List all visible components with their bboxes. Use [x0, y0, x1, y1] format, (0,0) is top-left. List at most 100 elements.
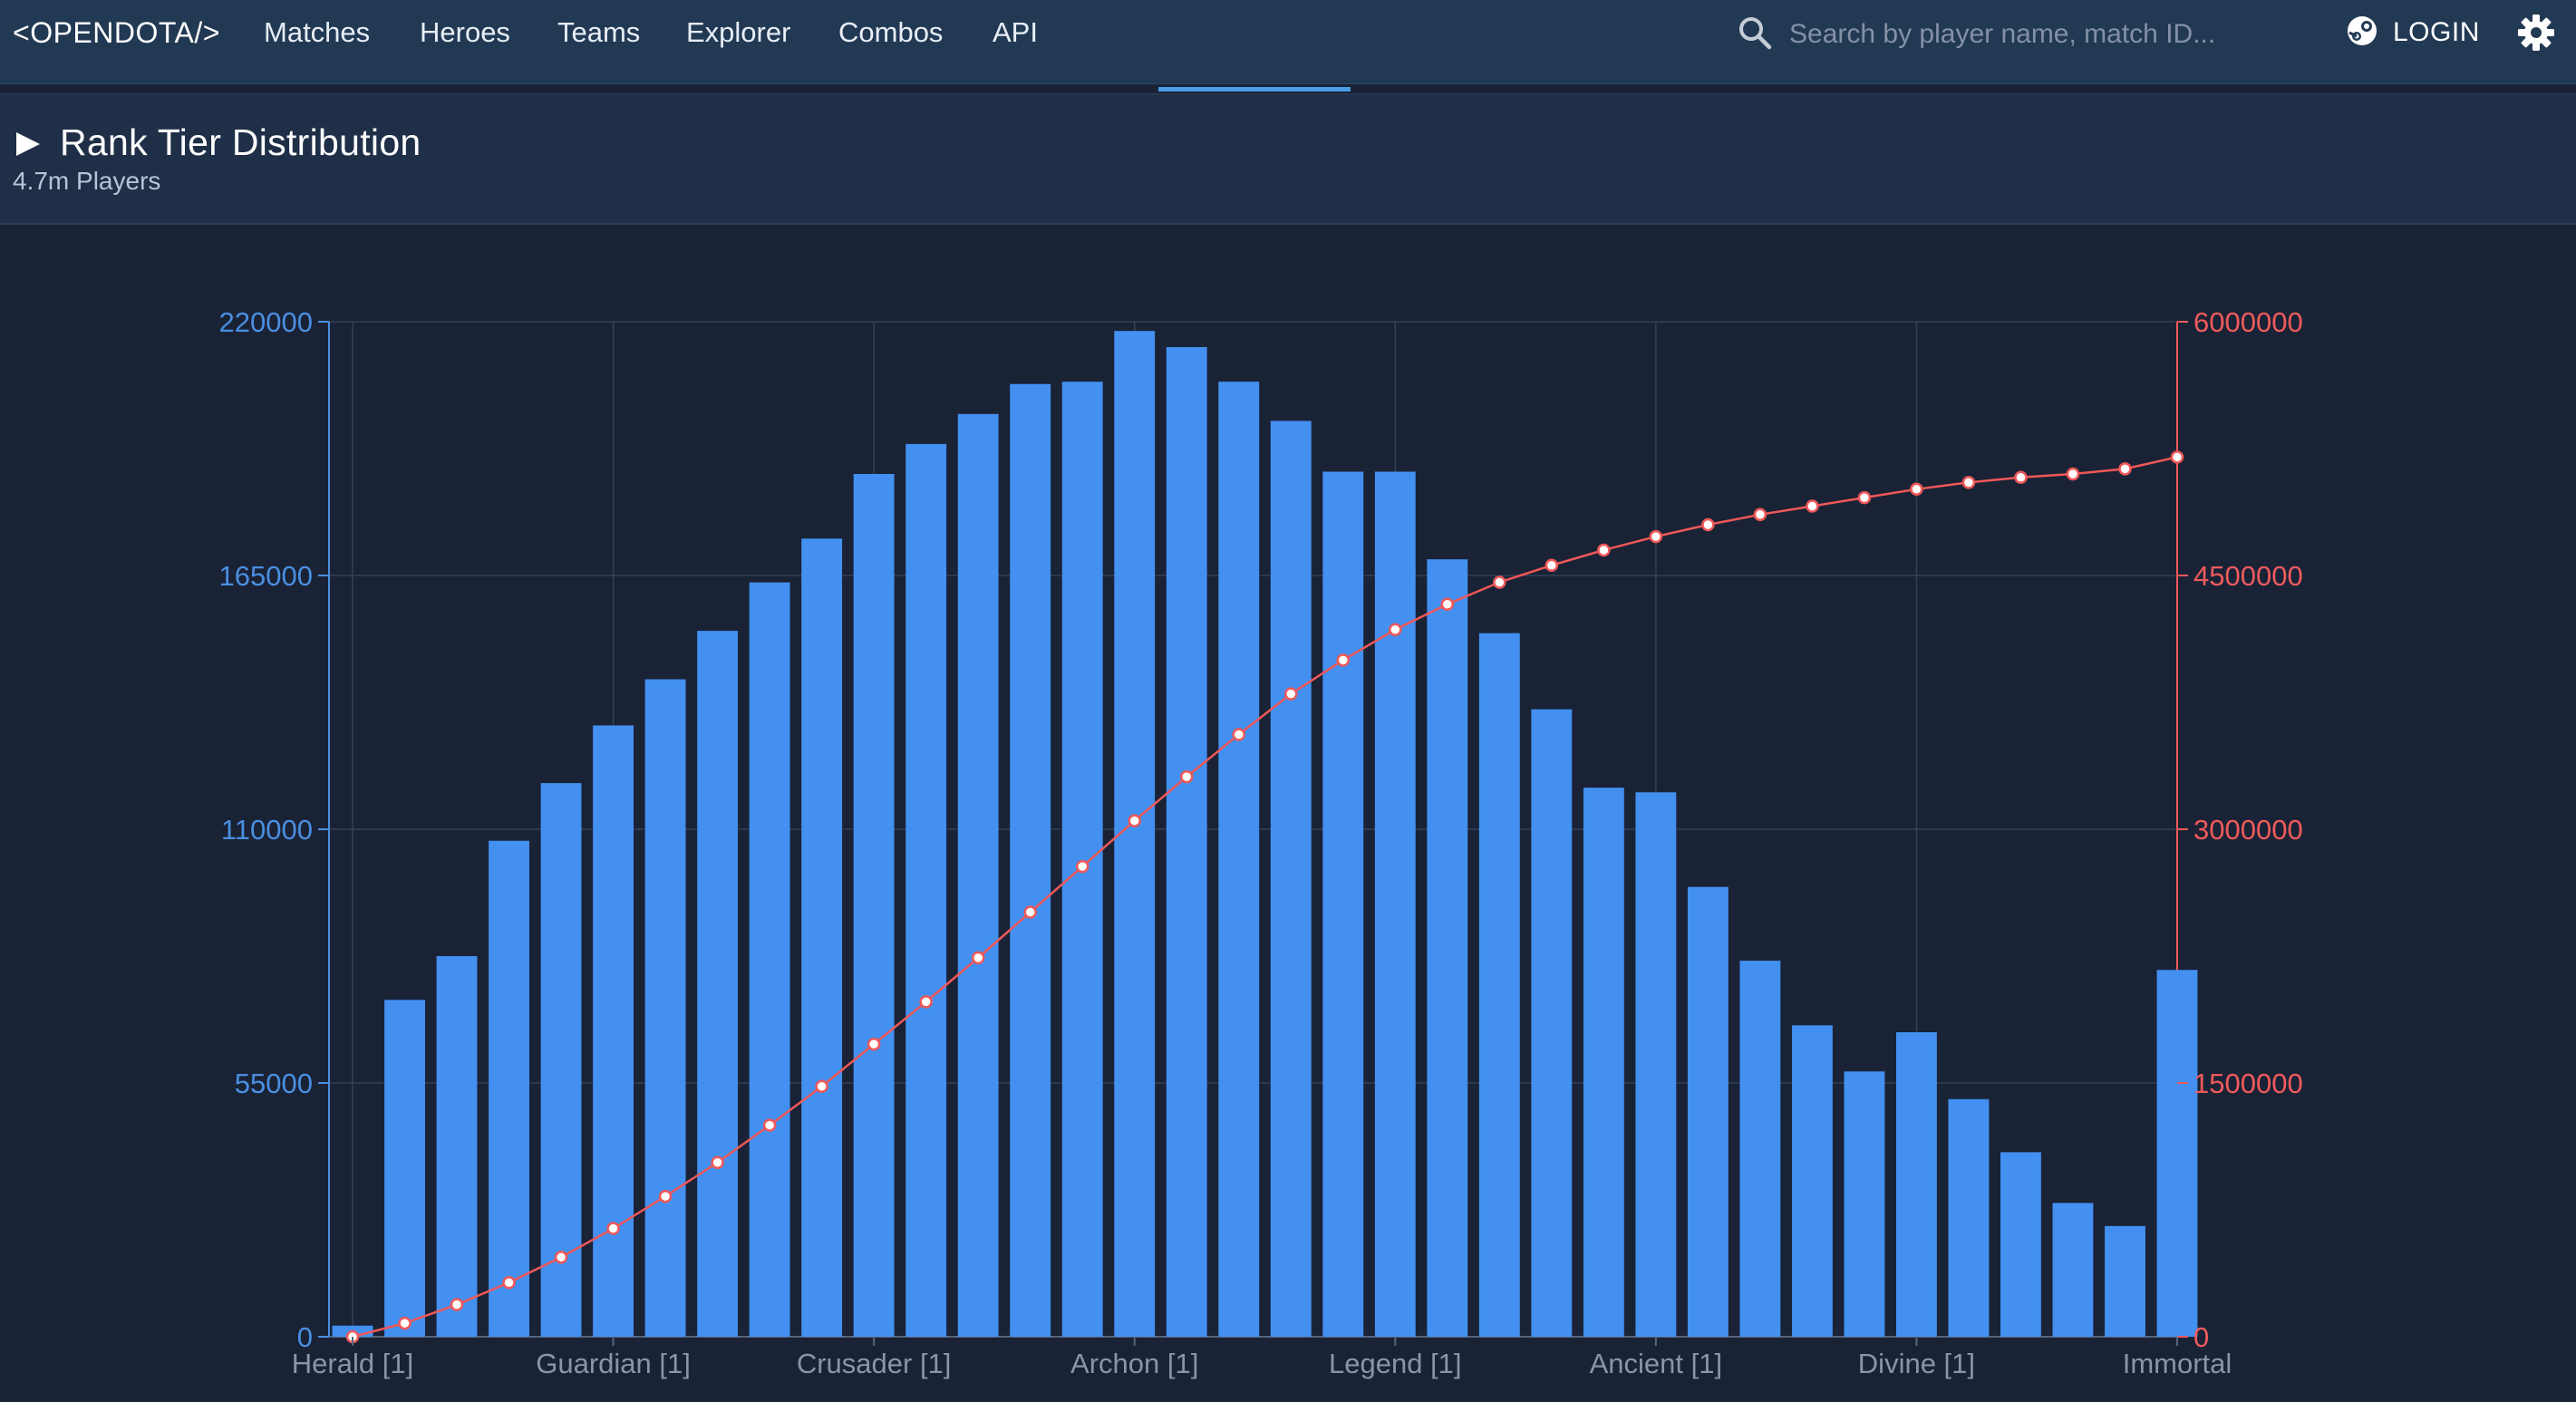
line-point — [1701, 517, 1715, 532]
x-tick-label: Divine [1] — [1858, 1348, 1975, 1379]
line-point — [815, 1079, 828, 1093]
line-point — [919, 995, 933, 1009]
bar — [853, 474, 895, 1337]
nav-combos[interactable]: Combos — [838, 16, 944, 48]
bar — [1844, 1071, 1885, 1337]
line-point — [1910, 482, 1923, 497]
search-input[interactable] — [1787, 13, 2290, 56]
active-nav-indicator — [1158, 87, 1351, 92]
right-tick-label: 4500000 — [2193, 560, 2303, 592]
bar — [1739, 961, 1781, 1337]
nav-matches[interactable]: Matches — [264, 16, 371, 48]
bar — [436, 956, 478, 1337]
right-tick-label: 1500000 — [2193, 1068, 2303, 1099]
bar — [697, 631, 739, 1337]
bar — [1895, 1032, 1937, 1337]
left-tick-label: 165000 — [219, 560, 313, 592]
search-icon — [1737, 15, 1773, 55]
bar — [1322, 471, 1364, 1337]
line-point — [1597, 543, 1611, 557]
player-count: 4.7m Players — [13, 167, 161, 195]
line-point — [1232, 728, 1245, 741]
line-point — [971, 951, 985, 965]
line-point — [867, 1037, 881, 1051]
x-tick-label: Guardian [1] — [536, 1348, 691, 1379]
chart-svg: 0 55000 110000 165000 220000 0 1500000 3000000 4… — [219, 306, 2303, 1379]
bar — [1531, 709, 1573, 1337]
site-logo[interactable]: <OPENDOTA/> — [13, 16, 220, 49]
rank-tier-chart: 0 55000 110000 165000 220000 0 1500000 3000000 4… — [0, 224, 2576, 1397]
bar — [1218, 382, 1260, 1337]
bar — [1478, 633, 1520, 1337]
left-tick-label: 0 — [297, 1321, 313, 1353]
line-point — [1753, 508, 1767, 522]
play-icon[interactable] — [15, 131, 42, 162]
bar — [749, 582, 790, 1337]
x-tick-label: Ancient [1] — [1590, 1348, 1722, 1379]
line-point — [2066, 467, 2080, 481]
bar — [905, 443, 947, 1338]
line-point — [1389, 623, 1402, 636]
line-point — [1649, 529, 1663, 544]
nav-heroes[interactable]: Heroes — [420, 16, 510, 48]
line-point — [1336, 653, 1351, 667]
line-point — [450, 1298, 464, 1311]
top-navbar: <OPENDOTA/> Matches Heroes Teams Explore… — [0, 0, 2576, 84]
bar — [1427, 559, 1468, 1337]
line-point — [1493, 575, 1506, 589]
bar — [1374, 471, 1416, 1337]
bar — [2052, 1203, 2094, 1337]
right-tick-label: 0 — [2193, 1321, 2209, 1353]
left-tick-label: 220000 — [219, 306, 313, 338]
bar — [593, 725, 634, 1337]
line-point — [1806, 499, 1819, 513]
bar — [957, 413, 999, 1337]
x-tick-label: Herald [1] — [292, 1348, 413, 1379]
section-header: Rank Tier Distribution 4.7m Players — [0, 93, 2576, 225]
line-point — [606, 1222, 620, 1235]
bar — [1791, 1025, 1833, 1337]
bar — [1635, 792, 1677, 1337]
line-point — [2118, 462, 2132, 476]
bar — [801, 538, 843, 1337]
line-point — [1857, 490, 1872, 505]
x-tick-label: Crusader [1] — [797, 1348, 952, 1379]
line-point — [1179, 769, 1194, 784]
bar — [1166, 347, 1207, 1337]
left-tick-label: 55000 — [235, 1068, 313, 1099]
page-title: Rank Tier Distribution — [60, 121, 421, 163]
line-point — [1128, 814, 1141, 827]
line-point — [398, 1316, 412, 1330]
bar — [1583, 788, 1624, 1337]
bar — [2105, 1225, 2145, 1337]
line-point — [1023, 905, 1037, 919]
bar — [644, 679, 686, 1337]
x-tick-label: Archon [1] — [1070, 1348, 1198, 1379]
steam-icon — [2346, 15, 2378, 52]
left-tick-label: 110000 — [221, 814, 313, 846]
bar — [1010, 383, 1051, 1337]
nav-explorer[interactable]: Explorer — [686, 16, 791, 48]
line-point — [658, 1189, 673, 1204]
bar — [384, 1000, 425, 1337]
line-point — [762, 1118, 777, 1132]
x-tick-label: Immortal — [2123, 1348, 2232, 1379]
line-point — [1545, 558, 1559, 573]
bar — [1687, 886, 1729, 1337]
nav-api[interactable]: API — [993, 16, 1038, 48]
bar — [1270, 421, 1312, 1337]
bar — [1948, 1098, 1990, 1337]
nav-teams[interactable]: Teams — [557, 16, 641, 48]
line-point — [1075, 859, 1089, 874]
bar — [1061, 382, 1103, 1337]
bar — [540, 783, 582, 1337]
bar — [489, 840, 529, 1337]
bar — [2156, 970, 2198, 1337]
settings-button[interactable] — [2516, 13, 2556, 57]
line-point — [2170, 450, 2184, 464]
line-point — [1961, 476, 1976, 489]
login-button[interactable]: LOGIN — [2346, 13, 2480, 53]
bar — [2000, 1152, 2041, 1337]
login-label: LOGIN — [2393, 17, 2480, 47]
line-point — [2014, 470, 2028, 484]
